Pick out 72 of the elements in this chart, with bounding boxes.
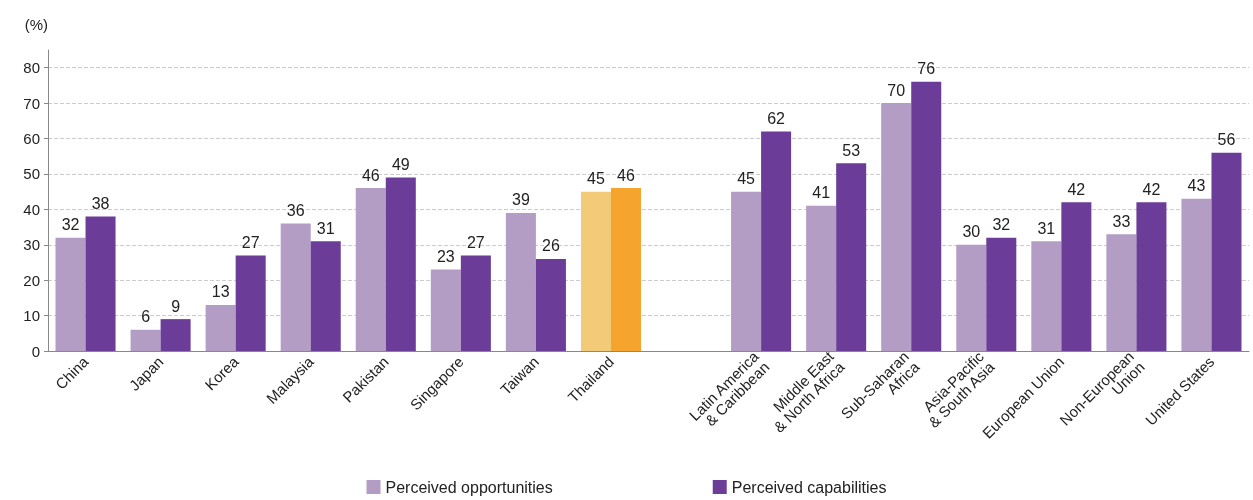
bar: [160, 319, 191, 351]
bar: [280, 223, 311, 351]
bar: [1136, 202, 1167, 351]
data-label: 46: [361, 166, 380, 184]
data-label: 42: [1142, 180, 1161, 198]
bar: [430, 269, 461, 351]
data-label: 43: [1187, 177, 1206, 195]
y-tick-label: 20: [23, 271, 40, 289]
data-label: 23: [436, 248, 455, 266]
data-label: 36: [286, 202, 305, 220]
data-label: 42: [1067, 180, 1086, 198]
data-label: 9: [171, 297, 181, 315]
data-label: 45: [737, 170, 756, 188]
data-label: 27: [466, 233, 485, 251]
bar: [986, 237, 1017, 351]
data-label: 70: [887, 81, 906, 99]
bar: [806, 205, 837, 351]
y-tick-label: 50: [23, 165, 40, 183]
y-tick-label: 60: [23, 130, 40, 148]
data-label: 38: [91, 194, 110, 212]
bar: [1061, 202, 1092, 351]
bar: [310, 241, 341, 351]
y-tick-label: 10: [23, 307, 40, 325]
bar: [911, 81, 942, 351]
bar: [1106, 234, 1137, 351]
bar: [130, 329, 161, 351]
data-label: 6: [141, 308, 151, 326]
data-label: 27: [241, 233, 260, 251]
data-label: 56: [1217, 131, 1236, 149]
bar: [205, 304, 236, 351]
data-label: 32: [61, 216, 80, 234]
bar: [1211, 152, 1242, 351]
bar: [460, 255, 491, 351]
data-label: 46: [617, 166, 635, 184]
bar: [385, 177, 416, 351]
data-label: 33: [1112, 212, 1131, 230]
bar: [535, 258, 566, 351]
data-label: 31: [316, 219, 335, 237]
data-label: 31: [1037, 219, 1056, 237]
y-tick-label: 30: [23, 236, 40, 254]
bar: [505, 212, 536, 351]
data-label: 41: [812, 184, 831, 202]
bar: [1031, 241, 1062, 351]
bar: [731, 191, 762, 351]
data-label: 39: [512, 191, 530, 209]
data-label: 13: [211, 283, 230, 301]
bar: [761, 131, 792, 351]
data-label: 49: [391, 155, 410, 173]
legend-label: Perceived capabilities: [731, 478, 887, 496]
y-axis-title: (%): [24, 16, 48, 33]
bar: [580, 191, 611, 351]
bar: [881, 103, 912, 351]
y-tick-label: 40: [23, 200, 40, 218]
data-label: 30: [962, 223, 981, 241]
y-tick-label: 80: [23, 59, 40, 77]
bar: [956, 244, 987, 351]
data-label: 26: [542, 237, 560, 255]
data-label: 76: [917, 60, 936, 78]
y-tick-label: 70: [23, 94, 40, 112]
data-label: 45: [587, 170, 605, 188]
bar: [610, 188, 641, 351]
bar: [85, 216, 116, 351]
bar: [55, 237, 86, 351]
data-label: 53: [842, 141, 861, 159]
data-label: 62: [767, 109, 786, 127]
data-label: 32: [992, 216, 1011, 234]
bar: [1181, 198, 1212, 351]
bar: [235, 255, 266, 351]
y-tick-label: 0: [31, 342, 40, 360]
bar: [355, 188, 386, 351]
bar: [836, 163, 867, 351]
legend-label: Perceived opportunities: [385, 478, 553, 496]
